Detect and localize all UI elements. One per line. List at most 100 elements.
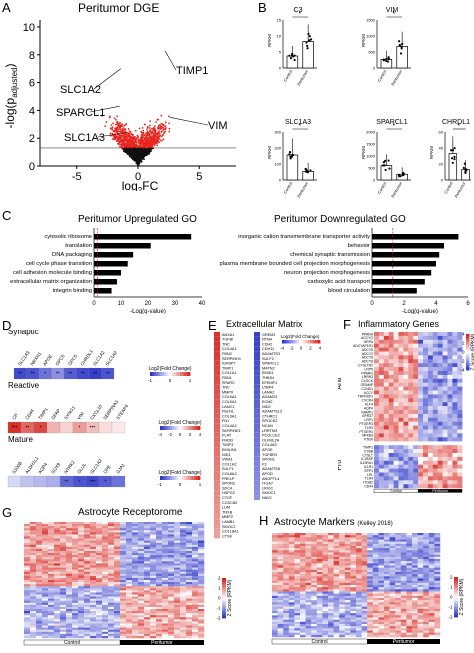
receptorome-cell (168, 551, 175, 554)
bar-plot-point (382, 161, 385, 164)
receptorome-cell (126, 538, 133, 541)
receptorome-cell (30, 575, 37, 579)
receptorome-cell (108, 522, 115, 525)
inflam-pro-cell (383, 468, 389, 473)
receptorome-cell (120, 526, 127, 529)
markers-cell (428, 539, 435, 542)
receptorome-cell (96, 606, 103, 610)
receptorome-cell (180, 586, 187, 589)
receptorome-cell (108, 563, 115, 566)
markers-cell (389, 533, 396, 536)
receptorome-cell (66, 546, 73, 550)
markers-cell (395, 541, 402, 545)
inflam-anti-cell (383, 382, 389, 387)
ecm-right-gene: ANGPTL4 (262, 477, 279, 481)
receptorome-cell (138, 534, 145, 537)
receptorome-cell (54, 546, 61, 550)
receptorome-cell (174, 534, 181, 537)
receptorome-cell (114, 621, 121, 624)
bar-plot-group-label: Control (376, 181, 387, 195)
mature-colorbar-cell (174, 476, 177, 480)
receptorome-cell (186, 602, 193, 606)
receptorome-cell (114, 582, 121, 585)
markers-cell (367, 554, 374, 558)
receptorome-cell (30, 551, 37, 554)
receptorome-cell (96, 602, 103, 606)
volcano-point (118, 145, 121, 148)
inflam-anti-cell (442, 351, 448, 356)
receptorome-cell (168, 592, 175, 595)
markers-cell (356, 533, 362, 536)
go-down-bar (372, 279, 425, 285)
markers-cell (339, 554, 346, 558)
inflam-pro-cell (423, 445, 429, 450)
receptorome-cell (180, 559, 187, 562)
receptorome-title: Astrocyte Receptorome (78, 507, 183, 518)
receptorome-cell (54, 557, 61, 560)
inflam-anti-cell (452, 355, 458, 360)
receptorome-cell (174, 522, 181, 525)
markers-cell (361, 533, 368, 536)
receptorome-cell (96, 544, 103, 548)
synaptic-colorbar-cell (178, 372, 181, 376)
inflam-anti-gene: GRAMP (361, 383, 374, 387)
inflam-pro-cell (427, 453, 433, 458)
inflam-anti-cell (378, 359, 384, 364)
ecm-colorbar-tick: 0 (300, 346, 303, 351)
receptorome-cell (72, 586, 79, 589)
receptorome-cell (102, 633, 109, 637)
receptorome-cell (96, 551, 103, 554)
receptorome-cell (150, 613, 157, 616)
receptorome-cell (126, 613, 133, 616)
volcano-point (131, 155, 134, 158)
receptorome-colorbar-cell (222, 610, 226, 613)
inflam-anti-cell (432, 335, 438, 340)
receptorome-cell (126, 606, 133, 610)
receptorome-cell (72, 540, 79, 543)
volcano-gene-label: SLC1A2 (60, 84, 101, 96)
inflam-anti-cell (403, 378, 409, 383)
receptorome-cell (120, 524, 127, 527)
ecm-left-cell (214, 514, 220, 520)
markers-cell (316, 533, 323, 536)
receptorome-colorbar-cell (222, 590, 226, 593)
volcano-point (122, 143, 124, 146)
volcano-point (168, 122, 170, 125)
volcano-point (137, 136, 139, 139)
inflam-anti-cell (383, 351, 389, 356)
inflam-anti-cell (413, 382, 419, 387)
receptorome-cell (102, 551, 109, 554)
receptorome-cell (36, 613, 43, 616)
receptorome-cell (24, 546, 31, 550)
receptorome-cell (120, 567, 127, 570)
markers-cell (423, 541, 430, 545)
receptorome-cell (144, 580, 151, 583)
markers-cell (389, 552, 396, 555)
inflam-pro-cell (403, 468, 409, 473)
receptorome-cell (90, 540, 97, 543)
receptorome-cell (72, 598, 79, 601)
volcano-point (152, 138, 155, 141)
receptorome-cell (126, 625, 133, 628)
receptorome-cell (72, 532, 79, 535)
ecm-left-gene: TGFBI (222, 338, 233, 342)
markers-cell (384, 548, 390, 551)
inflam-pro-cell (403, 456, 409, 461)
volcano-point (130, 139, 133, 142)
receptorome-cell (162, 588, 169, 591)
receptorome-cell (156, 609, 163, 612)
markers-cell (361, 546, 368, 549)
inflam-pro-cell (423, 480, 429, 485)
go-up-bar (94, 270, 121, 276)
receptorome-cell (24, 540, 31, 543)
ecm-left-cell (214, 404, 220, 409)
receptorome-cell (150, 588, 157, 591)
receptorome-cell (168, 606, 175, 610)
bar-plot-gene-title: C3 (294, 7, 303, 14)
inflam-colorbar-cell (466, 368, 470, 371)
receptorome-cell (30, 577, 37, 581)
receptorome-cell (102, 544, 109, 548)
inflam-anti-cell (437, 398, 443, 403)
volcano-point (111, 132, 114, 135)
receptorome-cell (78, 561, 85, 564)
